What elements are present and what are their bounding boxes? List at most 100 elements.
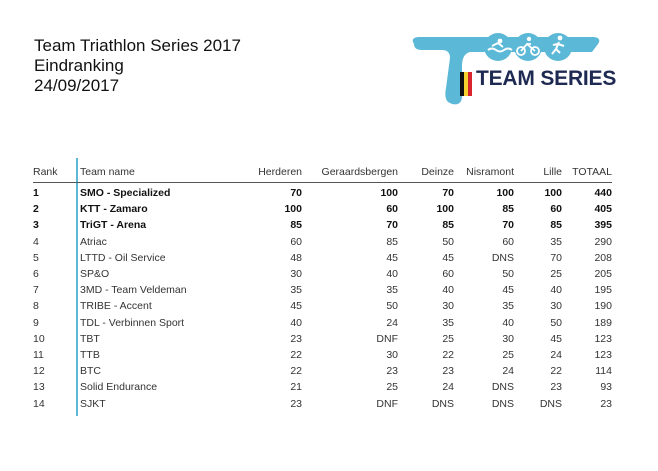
cell-deinze: 100 [436,203,454,216]
flag-yellow [464,72,468,96]
cell-totaal: 195 [594,284,612,297]
table-row: 1 SMO - Specialized 70 100 70 100 100 44… [33,183,612,202]
cell-geraardsbergen: 25 [386,381,398,394]
cell-rank: 7 [33,284,39,297]
table-row: 12 BTC 22 23 23 24 22 114 [33,363,612,379]
swim-icon [487,38,513,53]
col-deinze: Deinze [421,166,454,178]
cell-nisramont: 50 [502,268,514,281]
cell-deinze: 85 [442,219,454,232]
cell-lille: 25 [550,268,562,281]
cell-team: TriGT - Arena [80,219,147,232]
cell-nisramont: 100 [496,187,514,200]
cell-team: 3MD - Team Veldeman [80,284,187,297]
cell-nisramont: 25 [502,348,514,361]
cell-lille: DNS [539,397,562,410]
logo-swoosh [412,37,600,105]
cell-geraardsbergen: 70 [386,219,398,232]
cell-geraardsbergen: DNF [376,397,398,410]
cell-herderen: 23 [290,397,302,410]
table-row: 11 TTB 22 30 22 25 24 123 [33,347,612,363]
cell-totaal: 123 [594,348,612,361]
cell-totaal: 205 [594,268,612,281]
cell-rank: 11 [33,348,44,361]
cell-totaal: 290 [594,235,612,248]
page-date: 24/09/2017 [34,76,120,95]
cell-deinze: 24 [442,381,454,394]
run-icon [551,35,565,55]
cell-deinze: 40 [442,284,454,297]
cell-rank: 12 [33,365,45,378]
cell-totaal: 114 [595,365,612,378]
cell-totaal: 405 [594,203,612,216]
table-row: 10 TBT 23 DNF 25 30 45 123 [33,331,612,347]
cell-nisramont: DNS [491,381,514,394]
cell-team: TRIBE - Accent [80,300,152,313]
cell-totaal: 440 [594,187,612,200]
cell-lille: 60 [550,203,562,216]
page-title: Team Triathlon Series 2017 [34,36,241,55]
col-herderen: Herderen [258,166,302,178]
table-divider [76,158,78,416]
cell-team: Solid Endurance [80,381,158,394]
cell-nisramont: 85 [502,203,514,216]
cell-team: LTTD - Oil Service [80,251,166,264]
cell-deinze: 30 [442,300,454,313]
cell-nisramont: 24 [502,365,514,378]
cell-lille: 22 [550,365,562,378]
cell-rank: 13 [33,381,45,394]
table-row: 5 LTTD - Oil Service 48 45 45 DNS 70 208 [33,250,612,266]
cell-deinze: DNS [431,397,454,410]
cell-geraardsbergen: 60 [386,203,398,216]
cell-herderen: 35 [290,284,302,297]
table-row: 7 3MD - Team Veldeman 35 35 40 45 40 195 [33,282,612,298]
cell-geraardsbergen: 85 [386,235,398,248]
cell-herderen: 48 [290,251,302,264]
cell-lille: 50 [550,316,562,329]
col-geraardsbergen: Geraardsbergen [321,166,398,178]
col-team-name: Team name [80,166,135,178]
cell-geraardsbergen: 24 [386,316,398,329]
cell-herderen: 100 [284,203,302,216]
cell-nisramont: DNS [491,397,514,410]
table-row: 3 TriGT - Arena 85 70 85 70 85 395 [33,217,612,233]
cell-deinze: 45 [442,251,454,264]
col-nisramont: Nisramont [466,166,514,178]
title-block: Team Triathlon Series 2017 Eindranking 2… [34,36,241,96]
cell-herderen: 22 [290,348,302,361]
cell-team: TBT [80,332,100,345]
cell-deinze: 60 [442,268,454,281]
flag-black [460,72,464,96]
flag-red [468,72,472,96]
cell-geraardsbergen: 40 [386,268,398,281]
cell-herderen: 70 [290,187,302,200]
cell-nisramont: 45 [502,284,514,297]
cell-deinze: 23 [442,365,454,378]
cell-lille: 100 [544,187,562,200]
swim-icon-bg [484,33,512,61]
cell-totaal: 123 [594,332,612,345]
cell-team: BTC [80,365,101,378]
cell-rank: 2 [33,203,39,216]
cell-nisramont: 35 [502,300,514,313]
col-totaal: TOTAAL [572,166,612,178]
table-header-row: Rank Team name Herderen Geraardsbergen D… [33,162,612,183]
cell-lille: 24 [550,348,562,361]
cell-herderen: 40 [290,316,302,329]
cell-geraardsbergen: 35 [386,284,398,297]
run-icon-bg [544,33,572,61]
cell-geraardsbergen: 50 [386,300,398,313]
cell-herderen: 45 [290,300,302,313]
table-row: 2 KTT - Zamaro 100 60 100 85 60 405 [33,201,612,217]
cell-totaal: 23 [600,397,612,410]
cell-deinze: 70 [442,187,454,200]
cell-deinze: 25 [442,332,454,345]
logo-text: TEAM SERIES [476,67,617,90]
cell-rank: 6 [33,268,39,281]
cell-team: KTT - Zamaro [80,203,148,216]
cell-deinze: 50 [442,235,454,248]
cell-herderen: 22 [290,365,302,378]
page-subtitle: Eindranking [34,56,124,75]
cell-herderen: 85 [290,219,302,232]
col-rank: Rank [33,166,58,178]
